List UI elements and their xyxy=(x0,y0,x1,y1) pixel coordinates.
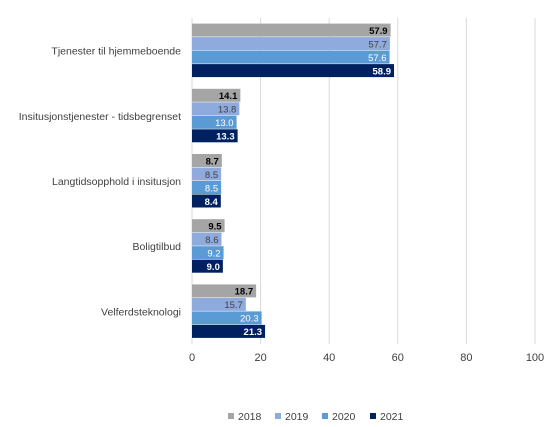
bar-2019 xyxy=(192,167,222,181)
data-label: 8.7 xyxy=(206,156,219,167)
data-label: 8.5 xyxy=(205,183,218,194)
legend-swatch xyxy=(370,413,376,419)
bar-2020 xyxy=(192,115,237,129)
x-tick-label: 60 xyxy=(392,352,404,364)
bar-2020 xyxy=(192,246,224,260)
data-label: 57.6 xyxy=(368,53,387,64)
data-label: 57.9 xyxy=(369,26,388,37)
legend-label: 2019 xyxy=(285,411,309,423)
bar-2020 xyxy=(192,311,262,325)
bar-2018 xyxy=(192,154,222,167)
bar-2018 xyxy=(192,284,257,298)
data-label: 8.4 xyxy=(205,197,219,208)
legend-swatch xyxy=(275,413,281,419)
bar-2020 xyxy=(192,50,390,64)
bar-2018 xyxy=(192,219,225,233)
data-label: 57.7 xyxy=(368,39,387,50)
data-label: 8.6 xyxy=(205,235,218,246)
bar-2021 xyxy=(192,259,223,273)
legend: 2018 2019 2020 2021 xyxy=(228,411,404,423)
bar-2019 xyxy=(192,102,240,116)
category-label: Tjenester til hjemmeboende xyxy=(51,46,181,58)
data-label: 13.0 xyxy=(215,118,234,129)
data-label: 18.7 xyxy=(235,287,254,298)
data-label: 8.5 xyxy=(205,170,218,181)
bar-2021 xyxy=(192,129,238,143)
data-label: 13.8 xyxy=(218,105,237,116)
category-label: Langtidsopphold i insitusjon xyxy=(52,176,181,188)
x-axis-ticks: 0 20 40 60 80 100 xyxy=(189,352,544,364)
bars: 57.9 57.7 57.6 58.9 14.1 13.8 13.0 13.3 8.7 8.5 8.… xyxy=(192,23,395,338)
x-tick-label: 100 xyxy=(526,352,544,364)
data-label: 9.2 xyxy=(207,248,220,259)
legend-swatch xyxy=(228,413,234,419)
x-tick-label: 0 xyxy=(189,352,195,364)
legend-label: 2020 xyxy=(332,411,356,423)
data-label: 58.9 xyxy=(373,66,392,77)
bar-2019 xyxy=(192,297,246,311)
data-label: 21.3 xyxy=(244,327,263,338)
data-label: 13.3 xyxy=(216,132,235,143)
x-tick-label: 80 xyxy=(460,352,472,364)
bar-2019 xyxy=(192,232,222,246)
legend-label: 2021 xyxy=(380,411,404,423)
data-label: 15.7 xyxy=(224,300,243,311)
bar-2021 xyxy=(192,194,221,208)
bar-2018 xyxy=(192,88,241,102)
data-label: 20.3 xyxy=(240,314,259,325)
x-tick-label: 20 xyxy=(254,352,266,364)
data-label: 14.1 xyxy=(219,91,238,102)
category-labels: Tjenester til hjemmeboende Insitusjonstje… xyxy=(19,46,181,319)
category-label: Boligtilbud xyxy=(133,241,182,253)
legend-label: 2018 xyxy=(238,411,262,423)
bar-2019 xyxy=(192,37,390,51)
data-label: 9.0 xyxy=(207,262,220,273)
data-label: 9.5 xyxy=(208,221,222,232)
bar-2021 xyxy=(192,64,395,78)
legend-swatch xyxy=(322,413,328,419)
bar-2021 xyxy=(192,324,266,338)
bar-2018 xyxy=(192,23,391,37)
category-label: Insitusjonstjenester - tidsbegrenset xyxy=(19,111,181,123)
bar-2020 xyxy=(192,181,222,194)
category-label: Velferdsteknologi xyxy=(101,306,181,318)
x-tick-label: 40 xyxy=(323,352,335,364)
